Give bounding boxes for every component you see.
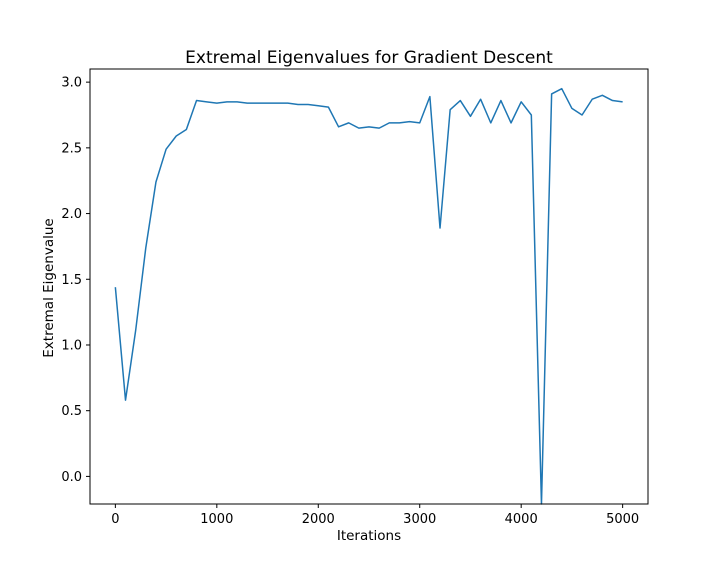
- x-axis: 0 1000 2000 3000 4000 5000: [111, 504, 639, 527]
- axes-frame: [89, 68, 649, 505]
- y-axis-label: Extremal Eigenvalue: [41, 218, 57, 357]
- x-tick-label: 3000: [403, 512, 436, 527]
- x-tick-label: 5000: [606, 512, 639, 527]
- y-tick-label: 2.5: [61, 141, 82, 156]
- x-tick-label: 0: [111, 512, 119, 527]
- plot-area: [89, 68, 649, 505]
- y-tick-label: 3.0: [61, 76, 82, 91]
- y-axis: 0.0 0.5 1.0 1.5 2.0 2.5 3.0: [61, 76, 90, 485]
- x-tick-label: 4000: [505, 512, 538, 527]
- x-axis-label: Iterations: [337, 528, 401, 544]
- y-tick-label: 0.0: [61, 470, 82, 485]
- series-line: [114, 87, 623, 505]
- x-tick-label: 1000: [200, 512, 233, 527]
- y-tick-label: 1.5: [61, 273, 82, 288]
- y-tick-label: 0.5: [61, 404, 82, 419]
- chart-title: Extremal Eigenvalues for Gradient Descen…: [185, 48, 553, 68]
- y-tick-label: 2.0: [61, 207, 82, 222]
- x-tick-label: 2000: [302, 512, 335, 527]
- y-tick-label: 1.0: [61, 338, 82, 353]
